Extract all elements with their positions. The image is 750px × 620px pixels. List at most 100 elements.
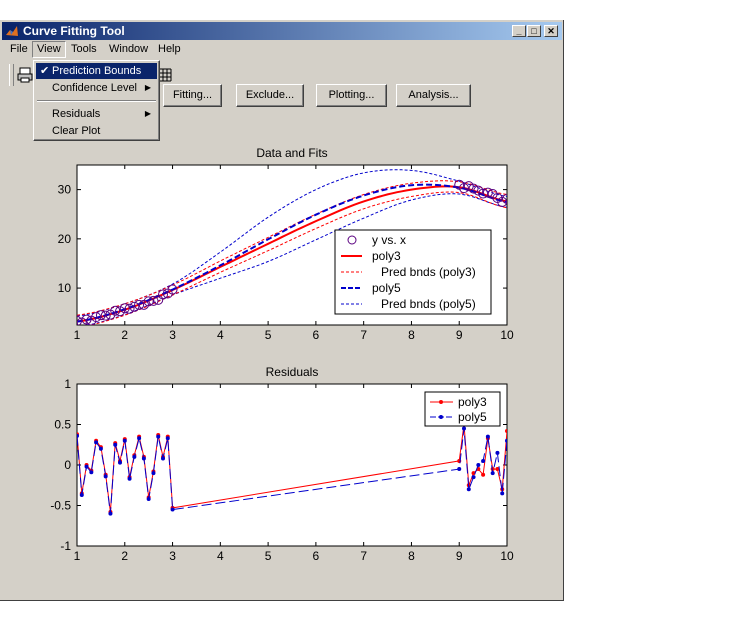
legend-label: Pred bnds (poly3) [381,265,476,279]
x-tick-label: 2 [121,328,128,342]
matlab-logo-icon [5,24,19,38]
data-point [124,303,135,314]
window-title: Curve Fitting Tool [23,24,125,38]
data-point [478,188,489,199]
poly5-residual-point [108,511,113,516]
data-point [100,310,111,321]
x-tick-label: 10 [500,549,514,563]
legend-box [424,391,501,427]
menu-help[interactable]: Help [158,43,181,55]
x-tick-label: 8 [408,549,415,563]
maximize-button[interactable]: □ [527,25,541,37]
poly5-residual-point [490,471,495,476]
poly5-residual-point [505,438,507,443]
print-icon[interactable] [16,66,34,84]
poly5-residual-point [466,487,471,492]
poly5-residual-point [79,492,84,497]
data-point [468,183,479,194]
poly5-residual-point [141,456,146,461]
exclude-button[interactable]: Exclude... [236,84,304,107]
y-tick-label: 30 [58,183,72,197]
x-tick-label: 4 [217,549,224,563]
menu-file[interactable]: File [10,43,28,55]
checkmark-icon: ✔ [40,65,50,77]
menu-window[interactable]: Window [109,43,149,55]
poly5-residual-point [500,491,505,496]
plot-lines [77,422,507,516]
toolbar-grip[interactable] [9,64,14,86]
poly5-residual-point [156,434,161,439]
legend-marker [347,235,357,245]
menu-item-prediction-bounds[interactable]: ✔ Prediction Bounds [36,63,157,79]
y-tick-label: 1 [64,377,71,391]
data-point [463,181,474,192]
submenu-arrow-icon: ▶ [144,109,151,118]
x-tick-label: 10 [500,328,514,342]
poly5-residual-point [77,433,79,438]
data-point [134,299,145,310]
view-menu-dropdown: ✔ Prediction Bounds Confidence Level ▶ R… [33,60,160,141]
fitting-button[interactable]: Fitting... [163,84,222,107]
y-tick-label: 0 [64,458,71,472]
minimize-button[interactable]: _ [512,25,526,37]
menu-item-clear-plot[interactable]: Clear Plot [36,123,157,139]
y-tick-label: 20 [58,232,72,246]
x-tick-label: 6 [313,328,320,342]
legend-marker [439,415,443,419]
poly3-residual-point [505,428,507,433]
close-button[interactable]: ✕ [544,25,558,37]
y-tick-label: 10 [58,281,72,295]
data-point [119,303,130,314]
menu-view[interactable]: View [32,41,66,58]
legend-label: y vs. x [372,233,406,247]
data-point [81,314,92,325]
legend-label: poly5 [372,281,401,295]
x-tick-label: 1 [74,328,81,342]
data-point [95,310,106,321]
data-point [482,187,493,198]
data-point [143,296,154,307]
data-point [148,295,159,306]
chart-title: Residuals [266,365,319,379]
menu-item-label: Clear Plot [52,125,101,137]
menu-item-residuals[interactable]: Residuals ▶ [36,106,157,122]
poly3-upper-bound-line [77,180,507,316]
legend-label: poly3 [372,249,401,263]
poly5-residual-point [137,436,142,441]
menu-item-label: Prediction Bounds [52,65,142,77]
legend-marker [439,400,443,404]
data-point [91,312,102,323]
menu-separator [37,100,156,102]
data-point [129,301,140,312]
poly5-residual-point [122,438,127,443]
legend-label: Pred bnds (poly5) [381,297,476,311]
poly5-residual-point [165,436,170,441]
menu-item-confidence-level[interactable]: Confidence Level ▶ [36,80,157,96]
poly5-residual-point [94,440,99,445]
poly3-residual-point [495,467,500,472]
legend-label: poly5 [458,410,487,424]
poly3-residual-point [481,472,486,477]
data-point [473,185,484,196]
data-point [77,317,87,325]
analysis-button[interactable]: Analysis... [396,84,471,107]
x-tick-label: 5 [265,328,272,342]
poly5-residual-point [98,446,103,451]
legend-label: poly3 [458,395,487,409]
data-and-fits-chart: Data and Fits 1 2 3 4 5 6 7 8 9 10 10 20 30 y vs. x pol… [58,146,514,342]
poly5-residual-point [103,474,108,479]
chart-title: Data and Fits [256,146,327,160]
menu-tools[interactable]: Tools [71,43,97,55]
x-tick-label: 1 [74,549,81,563]
plotting-button[interactable]: Plotting... [316,84,387,107]
data-point [502,193,507,204]
poly5-residual-point [89,470,94,475]
x-tick-label: 4 [217,328,224,342]
menu-bar: File View Tools Window Help [2,41,562,59]
poly5-residual-point [151,471,156,476]
x-tick-label: 9 [456,549,463,563]
x-tick-label: 6 [313,549,320,563]
data-point [158,289,168,300]
data-point [77,316,82,325]
